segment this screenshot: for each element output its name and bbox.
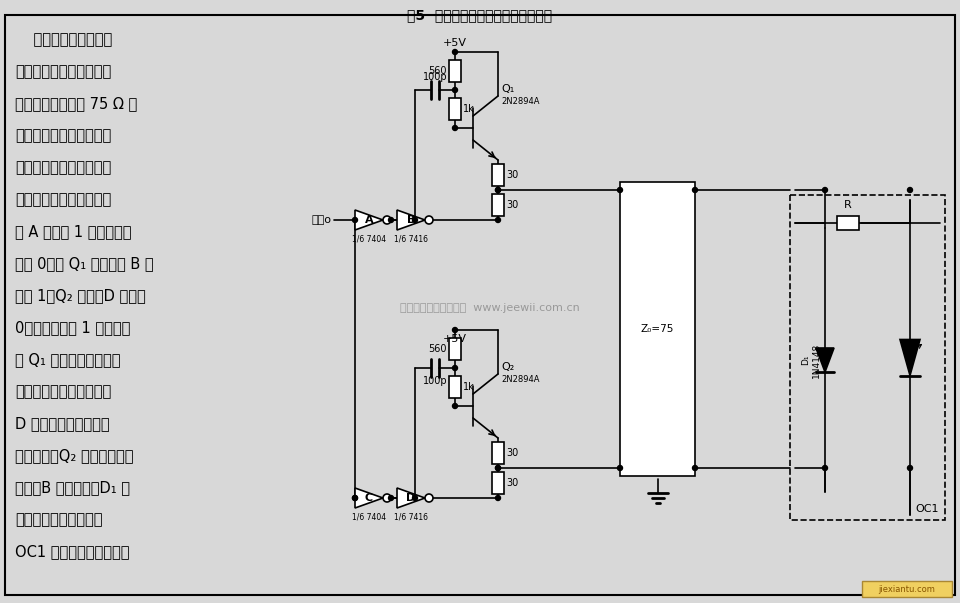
Text: +5V: +5V: [443, 38, 467, 48]
Text: 1/6 7404: 1/6 7404: [352, 235, 386, 244]
Circle shape: [413, 218, 418, 223]
Circle shape: [389, 496, 394, 500]
Circle shape: [495, 218, 500, 223]
Bar: [620, 182, 695, 476]
Text: 极管供出电流，然后由门: 极管供出电流，然后由门: [15, 384, 111, 399]
Polygon shape: [397, 488, 425, 508]
Circle shape: [495, 466, 500, 470]
Bar: [449, 98, 461, 120]
Circle shape: [389, 218, 394, 223]
Text: B: B: [407, 215, 415, 225]
Circle shape: [823, 188, 828, 192]
Text: 本电路将单端输入信: 本电路将单端输入信: [15, 32, 112, 47]
Text: 传输线上，传输线另一端: 传输线上，传输线另一端: [15, 128, 111, 143]
Text: 号转换成平衡的差动驱动: 号转换成平衡的差动驱动: [15, 64, 111, 79]
Text: 2N2894A: 2N2894A: [501, 374, 540, 384]
Text: 所接的发光二极管用作光: 所接的发光二极管用作光: [15, 160, 111, 175]
Text: 信号，然后馈送到 75 Ω 的: 信号，然后馈送到 75 Ω 的: [15, 96, 137, 111]
Text: D₁
1N4148: D₁ 1N4148: [802, 343, 821, 377]
Text: 30: 30: [506, 170, 518, 180]
Polygon shape: [355, 488, 383, 508]
Circle shape: [907, 466, 913, 470]
Text: 560: 560: [428, 66, 447, 76]
Text: 流。反之，Q₂ 向传输线供出: 流。反之，Q₂ 向传输线供出: [15, 448, 133, 463]
Bar: [862, 581, 952, 597]
Text: D: D: [406, 493, 416, 503]
Text: 耦合接收器的输入。反相: 耦合接收器的输入。反相: [15, 192, 111, 207]
Text: OC1: OC1: [916, 504, 939, 514]
Text: 着 Q₁ 向传输线和发光二: 着 Q₁ 向传输线和发光二: [15, 352, 121, 367]
Bar: [492, 472, 504, 494]
Text: 逻辑 0，使 Q₁ 导通，使 B 输: 逻辑 0，使 Q₁ 导通，使 B 输: [15, 256, 154, 271]
Text: 图5  用于驱动发光二极管的驱动电路: 图5 用于驱动发光二极管的驱动电路: [407, 8, 553, 22]
Circle shape: [617, 466, 622, 470]
Circle shape: [413, 496, 418, 500]
Bar: [449, 60, 461, 82]
Text: D 的输出端吸收这个电: D 的输出端吸收这个电: [15, 416, 109, 431]
Circle shape: [352, 218, 357, 223]
Text: jiexiantu.com: jiexiantu.com: [878, 584, 935, 593]
Bar: [492, 442, 504, 464]
Text: 器 A 将逻辑 1 输入变换成: 器 A 将逻辑 1 输入变换成: [15, 224, 132, 239]
Text: R: R: [844, 200, 852, 210]
Circle shape: [823, 466, 828, 470]
Circle shape: [352, 496, 357, 500]
Text: 30: 30: [506, 478, 518, 488]
Circle shape: [617, 188, 622, 192]
Text: 100p: 100p: [422, 376, 447, 386]
Circle shape: [692, 188, 698, 192]
Circle shape: [452, 365, 458, 370]
Circle shape: [692, 466, 698, 470]
Circle shape: [452, 125, 458, 130]
Circle shape: [452, 327, 458, 332]
Circle shape: [383, 216, 391, 224]
Text: Q₁: Q₁: [501, 84, 515, 94]
Polygon shape: [816, 348, 834, 372]
Circle shape: [495, 188, 500, 192]
Text: 1/6 7416: 1/6 7416: [394, 235, 428, 244]
Text: 560: 560: [428, 344, 447, 354]
Text: 30: 30: [506, 448, 518, 458]
Circle shape: [907, 188, 913, 192]
Bar: [836, 216, 858, 230]
Text: OC1 的发光二极管截止。: OC1 的发光二极管截止。: [15, 544, 130, 559]
Text: Z₀=75: Z₀=75: [641, 324, 674, 334]
Polygon shape: [355, 210, 383, 230]
Circle shape: [495, 496, 500, 500]
Bar: [790, 195, 945, 520]
Text: 杭州茗睿科技有限公司  www.jeewii.com.cn: 杭州茗睿科技有限公司 www.jeewii.com.cn: [400, 303, 580, 313]
Bar: [492, 194, 504, 216]
Text: +5V: +5V: [443, 334, 467, 344]
Circle shape: [425, 216, 433, 224]
Circle shape: [495, 466, 500, 470]
Text: 1/6 7404: 1/6 7404: [352, 513, 386, 522]
Text: 2N2894A: 2N2894A: [501, 96, 540, 106]
Circle shape: [383, 494, 391, 502]
Text: Q₂: Q₂: [501, 362, 515, 372]
Circle shape: [425, 494, 433, 502]
Text: 1k: 1k: [463, 382, 475, 392]
Polygon shape: [397, 210, 425, 230]
Circle shape: [452, 403, 458, 408]
Text: C: C: [365, 493, 373, 503]
Bar: [449, 376, 461, 398]
Circle shape: [495, 188, 500, 192]
Text: A: A: [365, 215, 373, 225]
Text: 电流，B 吸收电流，D₁ 导: 电流，B 吸收电流，D₁ 导: [15, 480, 130, 495]
Text: 1k: 1k: [463, 104, 475, 114]
Text: 输入o: 输入o: [312, 215, 332, 225]
Text: 100p: 100p: [422, 72, 447, 82]
Bar: [492, 164, 504, 186]
Text: 30: 30: [506, 200, 518, 210]
Text: 出为 1；Q₂ 截止，D 输出为: 出为 1；Q₂ 截止，D 输出为: [15, 288, 146, 303]
Text: 通，并使光耦合接收器: 通，并使光耦合接收器: [15, 512, 103, 527]
Bar: [449, 338, 461, 360]
Circle shape: [352, 496, 357, 500]
Circle shape: [452, 49, 458, 54]
Circle shape: [452, 87, 458, 92]
Text: 1/6 7416: 1/6 7416: [394, 513, 428, 522]
Text: 0。所以，逻辑 1 轴入意味: 0。所以，逻辑 1 轴入意味: [15, 320, 131, 335]
Polygon shape: [900, 339, 920, 376]
